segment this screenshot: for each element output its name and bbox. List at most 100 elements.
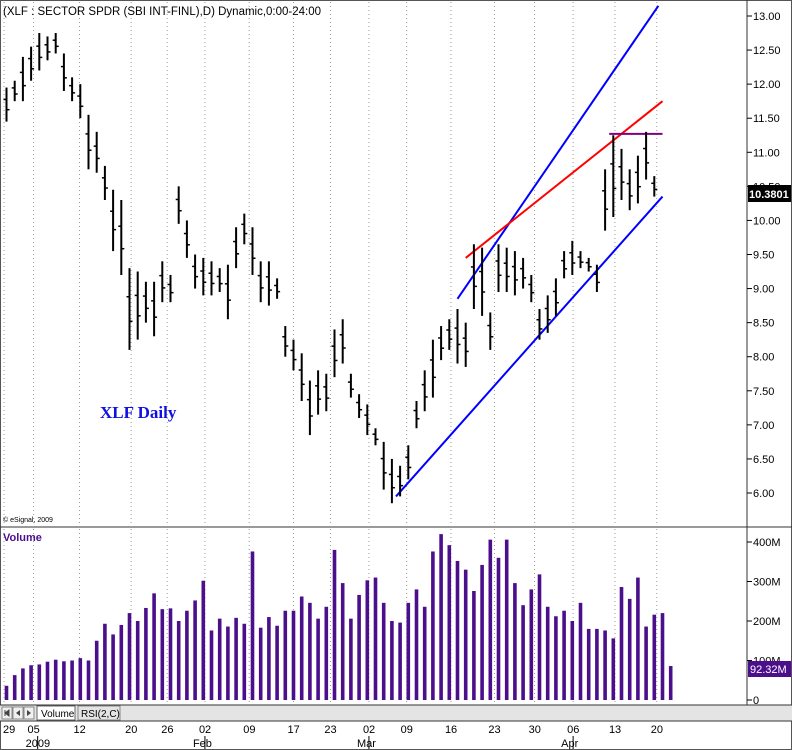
volume-bar <box>168 608 173 700</box>
ohlc-bar <box>577 251 584 269</box>
volume-bar <box>53 659 58 700</box>
ohlc-bar <box>69 77 76 102</box>
ohlc-bar <box>454 309 461 364</box>
day-tick-label: 20 <box>125 724 137 736</box>
tab-volume-label: Volume <box>41 709 75 720</box>
ohlc-bar <box>651 176 658 197</box>
ohlc-bar <box>511 251 518 296</box>
volume-bar <box>324 606 329 700</box>
ohlc-bar <box>36 33 43 71</box>
tab-volume[interactable] <box>36 705 76 721</box>
ohlc-bar <box>175 186 182 224</box>
volume-bar <box>201 580 206 700</box>
volume-bar <box>209 630 214 700</box>
ohlc-bar <box>421 370 428 412</box>
price-tick-label: 12.50 <box>753 45 781 57</box>
ohlc-bar <box>60 53 67 91</box>
price-tick-label: 9.50 <box>753 250 774 262</box>
volume-bar <box>390 621 394 700</box>
scroll-first-icon <box>4 709 10 717</box>
ohlc-bar <box>503 247 510 292</box>
ohlc-bar <box>397 465 404 497</box>
ohlc-bar <box>200 257 207 296</box>
price-tick-label: 12.00 <box>753 79 781 91</box>
volume-bar <box>586 628 591 700</box>
month-tick-label: 2009 <box>26 738 50 750</box>
price-tick-label: 6.50 <box>753 454 774 466</box>
volume-bar <box>414 589 419 700</box>
copyright-label: © eSignal, 2009 <box>3 516 53 524</box>
scroll-right-icon <box>27 710 31 716</box>
volume-bar <box>37 664 42 700</box>
day-tick-label: 02 <box>199 724 211 736</box>
tab-rsi[interactable] <box>77 705 121 721</box>
volume-bar <box>422 606 427 700</box>
price-tick-label: 11.00 <box>753 147 780 159</box>
day-tick-label: 06 <box>567 724 579 736</box>
volume-bar <box>308 602 312 700</box>
day-tick-label: 12 <box>73 724 85 736</box>
ohlc-bar <box>347 373 354 398</box>
day-tick-label: 09 <box>243 724 255 736</box>
price-tick-label: 7.00 <box>753 420 774 432</box>
volume-bar <box>291 610 296 700</box>
ohlc-bar <box>44 36 51 61</box>
ohlc-bar <box>380 441 387 490</box>
volume-bar <box>480 564 484 700</box>
trend-lines <box>395 5 664 498</box>
ohlc-bar <box>536 309 543 340</box>
tab-strip: Volume RSI(2,C) <box>0 704 792 721</box>
ohlc-bar <box>306 380 313 436</box>
price-tick-label: 8.00 <box>753 352 774 364</box>
volume-bar <box>94 640 99 700</box>
ohlc-bar <box>626 169 633 211</box>
day-tick-label: 17 <box>288 724 300 736</box>
volume-bar <box>234 617 238 700</box>
day-tick-label: 05 <box>28 724 40 736</box>
ohlc-bar <box>429 339 436 398</box>
xlf-daily-annotation: XLF Daily <box>100 403 177 422</box>
volume-bar <box>431 551 435 700</box>
ohlc-bar <box>249 227 256 275</box>
volume-bar <box>103 623 107 700</box>
volume-tick-label: 200M <box>753 616 781 628</box>
month-tick-label: Apr <box>561 738 578 750</box>
ohlc-bar <box>77 84 84 119</box>
ohlc-bar <box>372 428 379 446</box>
ohlc-bar <box>339 319 346 364</box>
ohlc-bar <box>593 264 600 292</box>
volume-bar <box>12 675 17 700</box>
day-tick-label: 13 <box>609 724 621 736</box>
volume-bars <box>4 534 673 700</box>
ohlc-bar <box>364 404 371 436</box>
time-axis: 29 05 12 20 26 02 09 17 23 02 09 16 23 30 06 13 20 2009 Fe… <box>0 720 792 750</box>
ohlc-bar <box>462 322 469 367</box>
ohlc-bar <box>298 353 305 402</box>
ohlc-bar <box>265 261 272 306</box>
ohlc-bar <box>479 247 486 316</box>
channel-upper-line[interactable] <box>456 5 660 300</box>
volume-bar <box>176 621 181 700</box>
volume-bar <box>611 638 616 700</box>
ohlc-bar <box>585 257 592 272</box>
volume-bar <box>537 574 542 700</box>
channel-lower-line[interactable] <box>395 195 664 498</box>
volume-tick-label: 400M <box>753 537 781 549</box>
volume-panel: 0100M200M300M400M Volume 92.32M <box>3 527 791 707</box>
volume-bar <box>619 587 624 700</box>
ohlc-bar <box>134 271 141 340</box>
volume-bar <box>529 589 534 700</box>
volume-bar <box>349 618 353 700</box>
ohlc-bar <box>561 251 568 279</box>
volume-bar <box>135 621 140 700</box>
volume-bar <box>627 598 632 700</box>
price-panel: 6.00 6.50 7.00 7.50 8.00 8.50 9.00 9.50 10.00 10.… <box>0 0 792 528</box>
volume-bar <box>250 551 255 700</box>
price-tick-label: 11.50 <box>753 113 780 125</box>
volume-bar <box>357 594 361 700</box>
volume-bar <box>463 569 468 700</box>
volume-bar <box>217 618 222 700</box>
trendline-line[interactable] <box>465 100 664 259</box>
